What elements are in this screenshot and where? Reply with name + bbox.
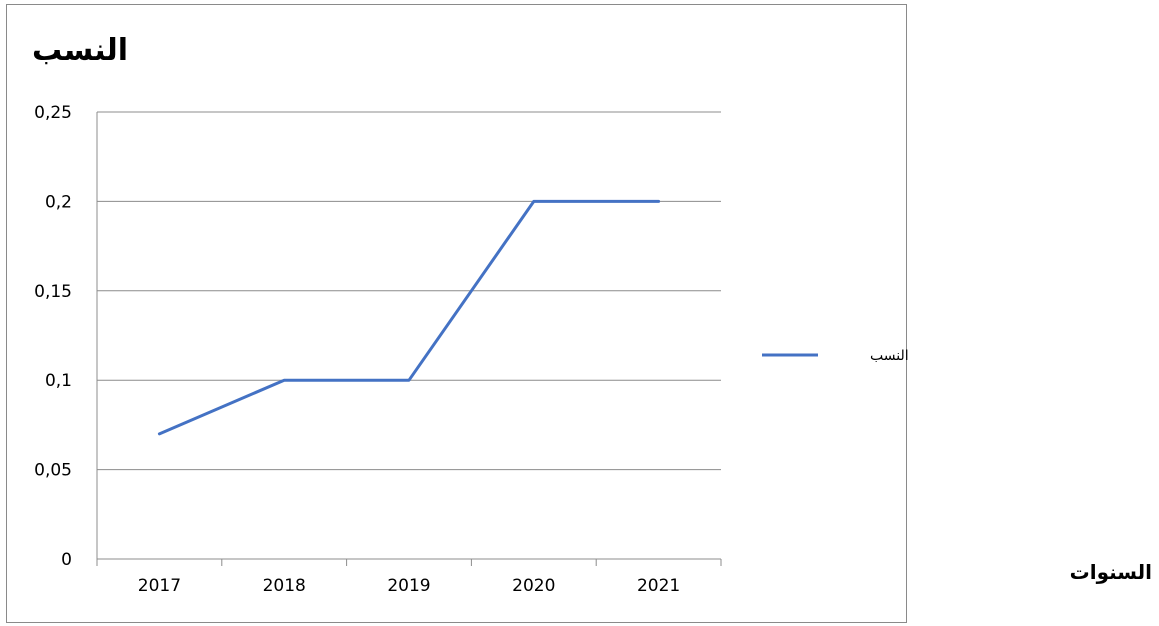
series-line (157, 199, 661, 436)
y-tick-label: 0 (61, 550, 72, 570)
x-axis: 2017 2018 2019 2020 2021 (96, 558, 722, 596)
x-tick-label: 2020 (512, 576, 555, 596)
legend: النسب (762, 348, 909, 364)
y-tick-label: 0,25 (34, 103, 72, 123)
y-tick-label: 0,15 (34, 282, 72, 302)
legend-label: النسب (870, 348, 909, 364)
x-axis-title: السنوات (1069, 560, 1152, 584)
y-axis-ticks: 0 0,05 0,1 0,15 0,2 0,25 (34, 103, 98, 570)
x-tick-label: 2019 (387, 576, 430, 596)
y-tick-label: 0,1 (45, 371, 72, 391)
y-tick-label: 0,2 (45, 192, 72, 212)
y-tick-label: 0,05 (34, 461, 72, 481)
series-layer (157, 199, 661, 436)
x-tick-label: 2021 (637, 576, 680, 596)
x-tick-label: 2018 (263, 576, 306, 596)
x-tick-label: 2017 (138, 576, 181, 596)
y-axis-title: النسب (32, 33, 128, 68)
gridlines (97, 111, 721, 471)
